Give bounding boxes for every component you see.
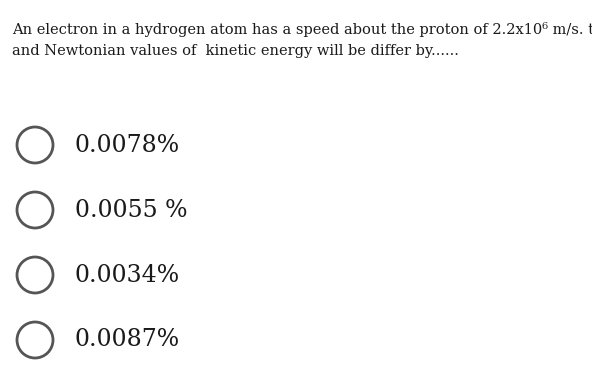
Text: 0.0087%: 0.0087% (75, 328, 180, 352)
Text: An electron in a hydrogen atom has a speed about the proton of 2.2x10⁶ m/s. the : An electron in a hydrogen atom has a spe… (12, 22, 592, 37)
Text: 0.0034%: 0.0034% (75, 263, 180, 287)
Text: 0.0055 %: 0.0055 % (75, 198, 188, 221)
Text: 0.0078%: 0.0078% (75, 134, 180, 156)
Text: and Newtonian values of  kinetic energy will be differ by......: and Newtonian values of kinetic energy w… (12, 44, 459, 58)
